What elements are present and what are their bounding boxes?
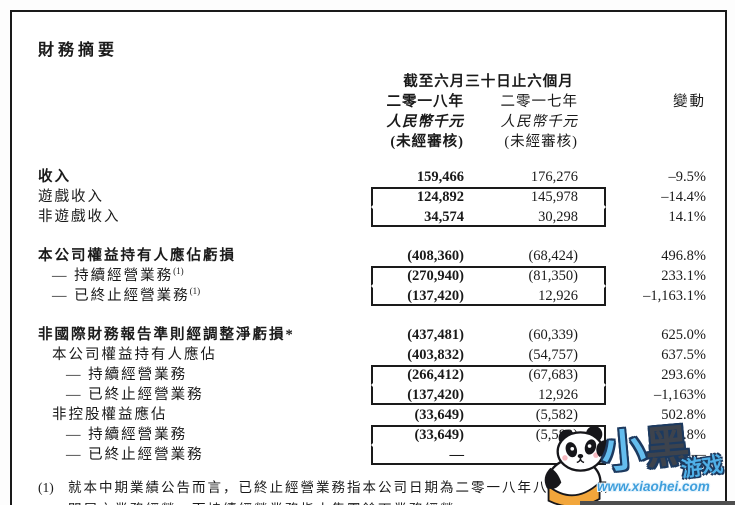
- value-2017: (68,424): [528, 248, 578, 264]
- col-unit-2017: 人民幣千元: [500, 114, 578, 130]
- footnote-text: 就本中期業績公告而言，已終止經營業務指本公司日期為二零一八年八月十五日 開展之業…: [68, 480, 611, 505]
- row-label: — 已終止經營業務(1): [52, 286, 201, 304]
- row-label: — 已終止經營業務: [66, 447, 204, 463]
- row-label: 收入: [38, 169, 71, 185]
- table-row: 遊戲收入 124,892 145,978 –14.4%: [38, 185, 706, 207]
- col-year-2018: 二零一八年: [386, 94, 464, 110]
- value-2017: 30,298: [538, 209, 578, 225]
- table-row: — 持續經營業務 (33,649) (5,582) 502.8%: [38, 423, 706, 445]
- value-change: 502.8%: [661, 407, 706, 423]
- row-label: — 已終止經營業務: [66, 387, 204, 403]
- value-2018: 34,574: [424, 209, 464, 225]
- value-change: 502.8%: [661, 427, 706, 443]
- footnote-ref: (1): [173, 266, 184, 277]
- table-row: 非遊戲收入 34,574 30,298 14.1%: [38, 205, 706, 227]
- value-2017: 176,276: [530, 169, 578, 185]
- value-2018: (408,360): [407, 248, 464, 264]
- row-label: 非控股權益應佔: [52, 407, 168, 423]
- row-label: — 持續經營業務: [66, 427, 188, 443]
- period-header: 截至六月三十日止六個月: [403, 74, 574, 90]
- row-label: 本公司權益持有人應佔: [52, 347, 217, 363]
- value-2017: (5,582): [535, 407, 578, 423]
- row-label: 非遊戲收入: [38, 209, 121, 225]
- row-label: 非國際財務報告準則經調整淨虧損*: [38, 327, 295, 343]
- table-row: — 已終止經營業務 — — —: [38, 443, 707, 465]
- col-year-2017: 二零一七年: [500, 94, 578, 110]
- value-2017: (54,757): [528, 347, 578, 363]
- row-label: 遊戲收入: [38, 189, 104, 205]
- footnote: (1) 就本中期業績公告而言，已終止經營業務指本公司日期為二零一八年八月十五日 …: [38, 477, 706, 505]
- financial-summary-document: 財務摘要 截至六月三十日止六個月 二零一八年 二零一七年 變動 人民幣千元: [24, 24, 713, 505]
- value-2018: (270,940): [407, 268, 464, 284]
- col-audit-2017: (未經審核): [504, 134, 578, 150]
- footnote-ref: (1): [189, 286, 201, 297]
- value-2018: (137,420): [407, 387, 464, 403]
- value-2018: (33,649): [414, 427, 464, 443]
- table-row: 非國際財務報告準則經調整淨虧損* (437,481) (60,339) 625.…: [38, 323, 706, 343]
- value-change: –14.4%: [661, 189, 706, 205]
- value-2017: (81,350): [528, 268, 578, 284]
- value-change: 14.1%: [668, 209, 706, 225]
- document-page-border: 財務摘要 截至六月三十日止六個月 二零一八年 二零一七年 變動 人民幣千元: [10, 10, 727, 505]
- value-2018: (403,832): [407, 347, 464, 363]
- footnote-marker: (1): [38, 480, 54, 495]
- table-header: 截至六月三十日止六個月 二零一八年 二零一七年 變動 人民幣千元 人民幣千元: [38, 68, 706, 150]
- value-change: –1,163%: [654, 387, 706, 403]
- value-2017: (60,339): [528, 327, 578, 343]
- row-label: — 持續經營業務(1): [52, 266, 184, 284]
- page-title: 財務摘要: [38, 42, 119, 59]
- col-unit-2018: 人民幣千元: [386, 114, 464, 130]
- table-row: — 持續經營業務(1) (270,940) (81,350) 233.1%: [38, 264, 706, 286]
- value-change: –1,163.1%: [643, 288, 706, 304]
- table-row: 收入 159,466 176,276 –9.5%: [38, 165, 706, 185]
- table-row: 非控股權益應佔 (33,649) (5,582) 502.8%: [38, 403, 706, 423]
- value-2018: (437,481): [407, 327, 464, 343]
- table-row: — 持續經營業務 (266,412) (67,683) 293.6%: [38, 363, 706, 385]
- value-change: 637.5%: [661, 347, 706, 363]
- value-2017: —: [563, 447, 579, 463]
- value-2018: (33,649): [414, 407, 464, 423]
- value-2018: (137,420): [407, 288, 464, 304]
- value-change: 496.8%: [661, 248, 706, 264]
- value-2017: 145,978: [530, 189, 578, 205]
- value-2018: 124,892: [416, 189, 464, 205]
- row-label: — 持續經營業務: [66, 367, 188, 383]
- value-change: 233.1%: [661, 268, 706, 284]
- value-2017: 12,926: [538, 387, 578, 403]
- col-change: 變動: [673, 94, 706, 110]
- value-change: 293.6%: [661, 367, 706, 383]
- value-2017: (67,683): [528, 367, 578, 383]
- table-row: — 已終止經營業務 (137,420) 12,926 –1,163%: [38, 383, 706, 405]
- value-2018: 159,466: [416, 169, 464, 185]
- row-label: 本公司權益持有人應佔虧損: [38, 248, 236, 264]
- value-2017: (5,582): [535, 427, 578, 443]
- value-change: —: [691, 447, 707, 463]
- value-2018: (266,412): [407, 367, 464, 383]
- table-row: 本公司權益持有人應佔虧損 (408,360) (68,424) 496.8%: [38, 244, 706, 264]
- table-row: — 已終止經營業務(1) (137,420) 12,926 –1,163.1%: [38, 284, 706, 306]
- value-2018: —: [449, 447, 465, 463]
- value-2017: 12,926: [538, 288, 578, 304]
- value-change: –9.5%: [668, 169, 706, 185]
- value-change: 625.0%: [661, 327, 706, 343]
- col-audit-2018: (未經審核): [390, 134, 464, 150]
- table-row: 本公司權益持有人應佔 (403,832) (54,757) 637.5%: [38, 343, 706, 363]
